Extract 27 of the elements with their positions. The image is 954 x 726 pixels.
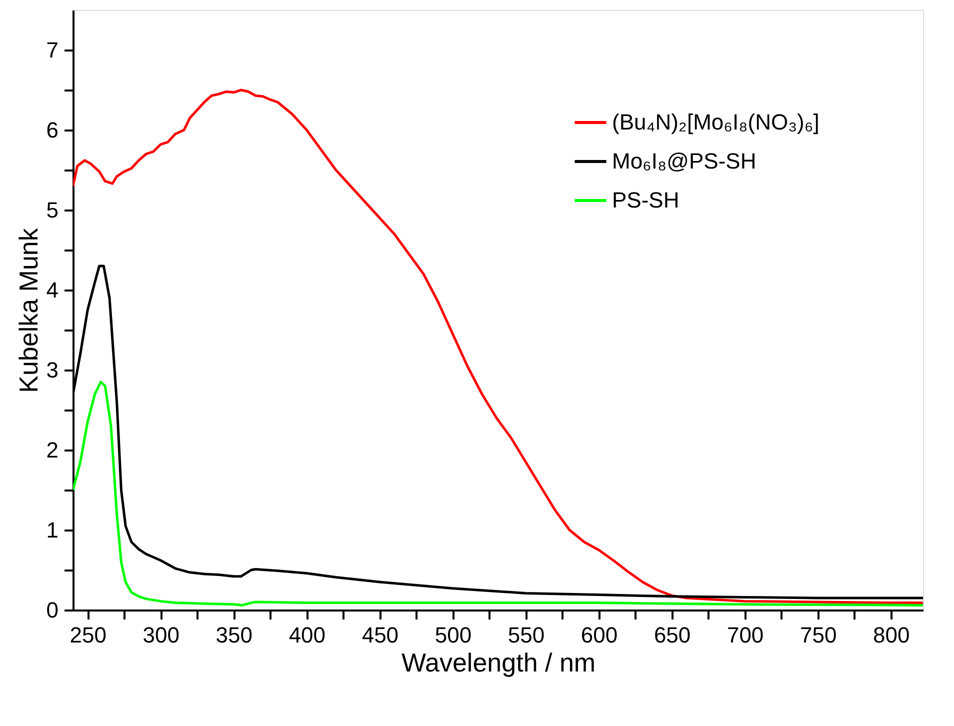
y-axis-title: Kubelka Munk bbox=[13, 227, 44, 393]
x-tick-label: 700 bbox=[726, 622, 764, 648]
y-tick-label: 5 bbox=[46, 198, 58, 222]
legend-label: PS-SH bbox=[612, 188, 680, 212]
x-tick-label: 350 bbox=[216, 622, 253, 648]
line-series bbox=[73, 88, 923, 604]
y-tick-label: 0 bbox=[46, 598, 58, 622]
y-tick-label: 1 bbox=[46, 518, 58, 542]
x-tick-label: 300 bbox=[142, 622, 180, 648]
x-tick-label: 600 bbox=[580, 622, 618, 648]
y-tick-label: 4 bbox=[46, 278, 58, 302]
x-tick-label: 400 bbox=[288, 622, 326, 648]
line-series bbox=[73, 380, 923, 606]
y-tick-label: 6 bbox=[46, 118, 58, 142]
legend-label: (Bu₄N)₂[Mo₆I₈(NO₃)₆] bbox=[612, 110, 820, 134]
x-tick-label: 500 bbox=[434, 622, 472, 648]
y-tick-label: 3 bbox=[46, 358, 58, 382]
x-tick-label: 800 bbox=[873, 622, 910, 648]
y-tick-label: 2 bbox=[46, 438, 58, 462]
x-tick-label: 550 bbox=[508, 622, 545, 648]
x-tick-label: 450 bbox=[362, 622, 399, 648]
x-axis-title: Wavelength / nm bbox=[401, 648, 596, 678]
y-tick-label: 7 bbox=[46, 38, 58, 62]
x-tick-label: 250 bbox=[70, 622, 106, 648]
x-tick-label: 750 bbox=[800, 622, 837, 648]
legend-label: Mo₆I₈@PS-SH bbox=[612, 148, 756, 174]
x-tick-label: 650 bbox=[654, 622, 691, 648]
